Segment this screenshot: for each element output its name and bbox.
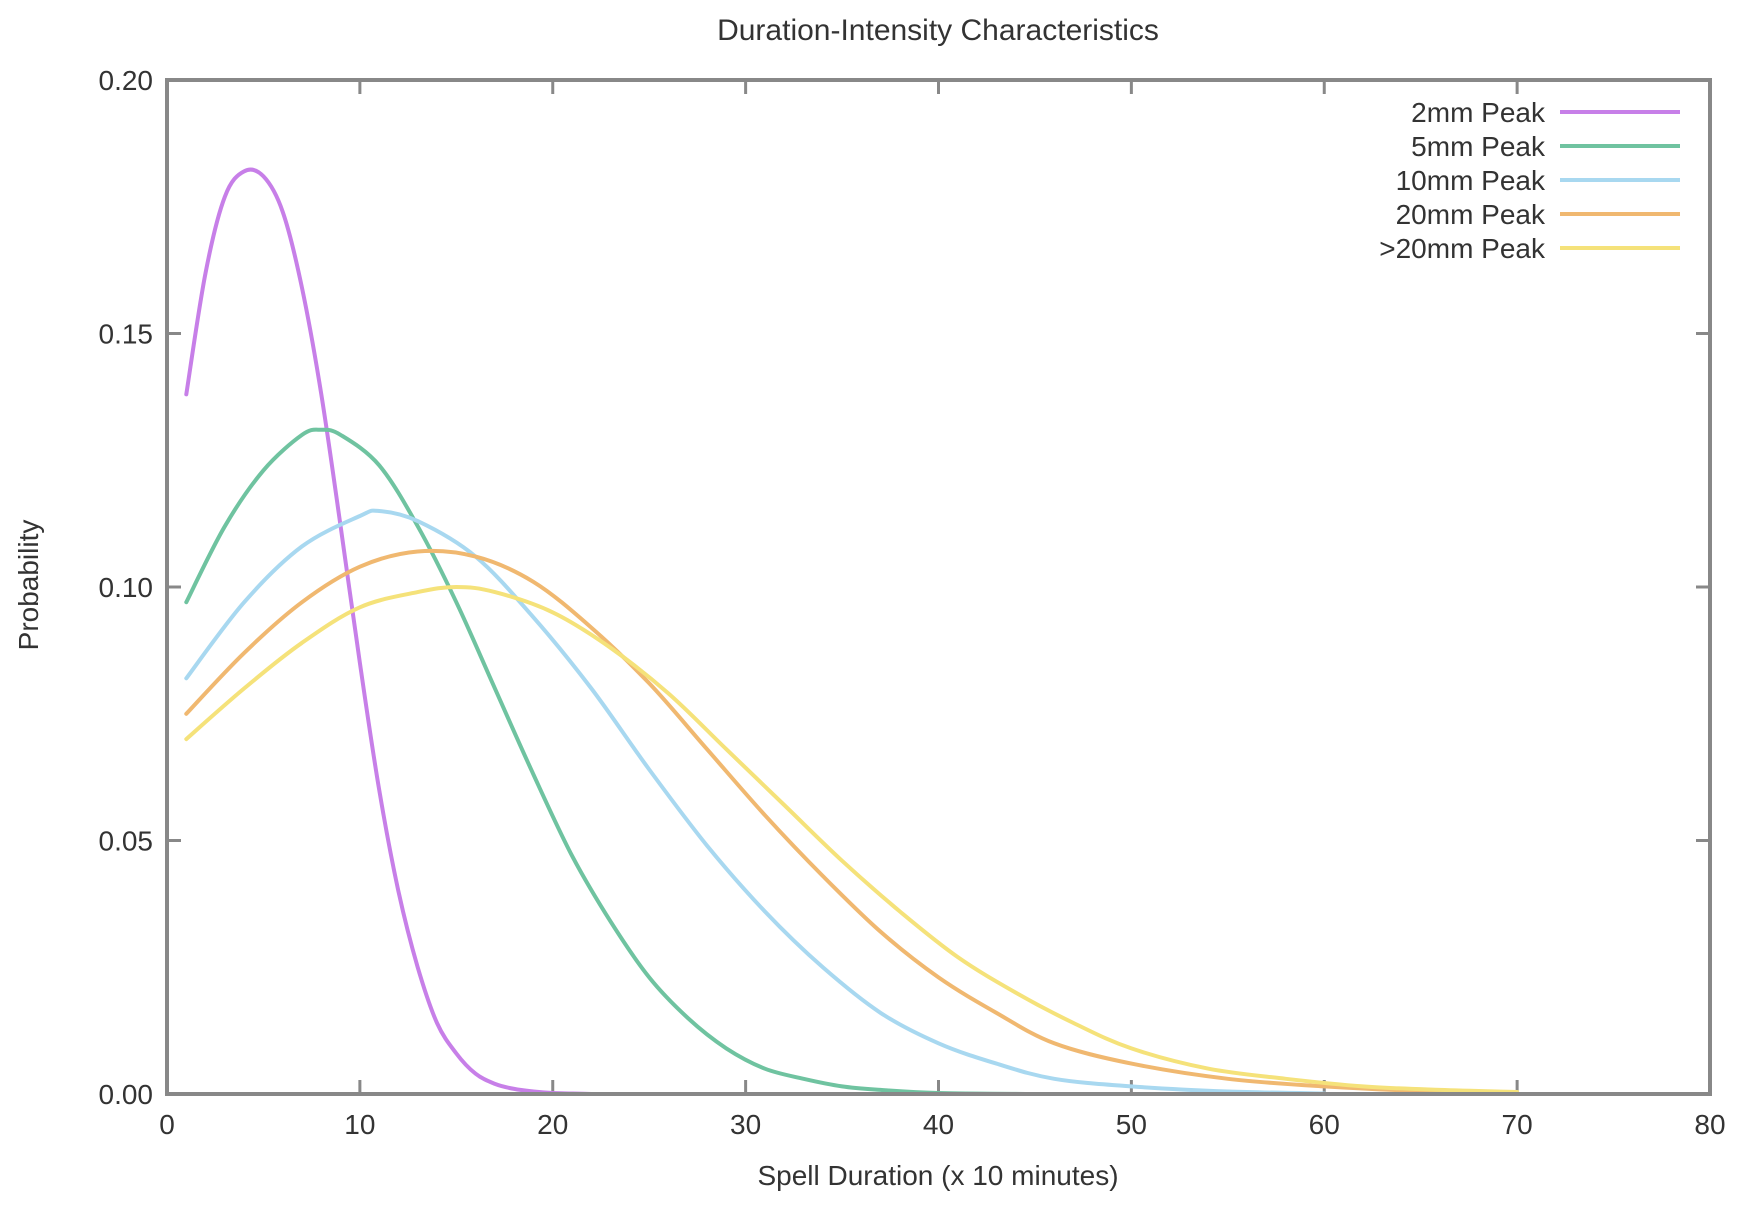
x-axis-label: Spell Duration (x 10 minutes) [757, 1160, 1118, 1191]
series-line-0 [184, 167, 652, 1097]
y-tick-label-1: 0.05 [99, 826, 154, 857]
y-tick-label-0: 0.00 [99, 1079, 154, 1110]
x-tick-label-7: 70 [1502, 1109, 1533, 1140]
x-tick-label-8: 80 [1694, 1109, 1725, 1140]
y-tick-label-4: 0.20 [99, 65, 154, 96]
legend-label-0: 2mm Peak [1411, 97, 1546, 128]
x-tick-label-0: 0 [159, 1109, 175, 1140]
y-tick-label-2: 0.10 [99, 572, 154, 603]
y-tick-label-3: 0.15 [99, 319, 154, 350]
y-axis-label: Probability [13, 520, 44, 651]
x-tick-label-3: 30 [730, 1109, 761, 1140]
tick-layer: 0 10 20 30 40 50 60 70 80 0.00 0.05 0.10 0.15 0.20 [99, 65, 1726, 1140]
x-tick-label-2: 20 [537, 1109, 568, 1140]
series-line-2 [184, 508, 1327, 1096]
series-line-4 [184, 585, 1520, 1094]
legend-label-4: >20mm Peak [1379, 233, 1546, 264]
series-line-3 [184, 548, 1520, 1095]
x-tick-label-5: 50 [1116, 1109, 1147, 1140]
legend-label-2: 10mm Peak [1396, 165, 1546, 196]
x-tick-label-4: 40 [923, 1109, 954, 1140]
x-tick-label-1: 10 [344, 1109, 375, 1140]
series-layer [184, 167, 1520, 1097]
chart-title: Duration-Intensity Characteristics [717, 14, 1159, 47]
x-tick-label-6: 60 [1309, 1109, 1340, 1140]
series-line-1 [184, 427, 1037, 1096]
legend-label-1: 5mm Peak [1411, 131, 1546, 162]
plot-frame [165, 78, 1712, 1096]
legend-label-3: 20mm Peak [1396, 199, 1546, 230]
